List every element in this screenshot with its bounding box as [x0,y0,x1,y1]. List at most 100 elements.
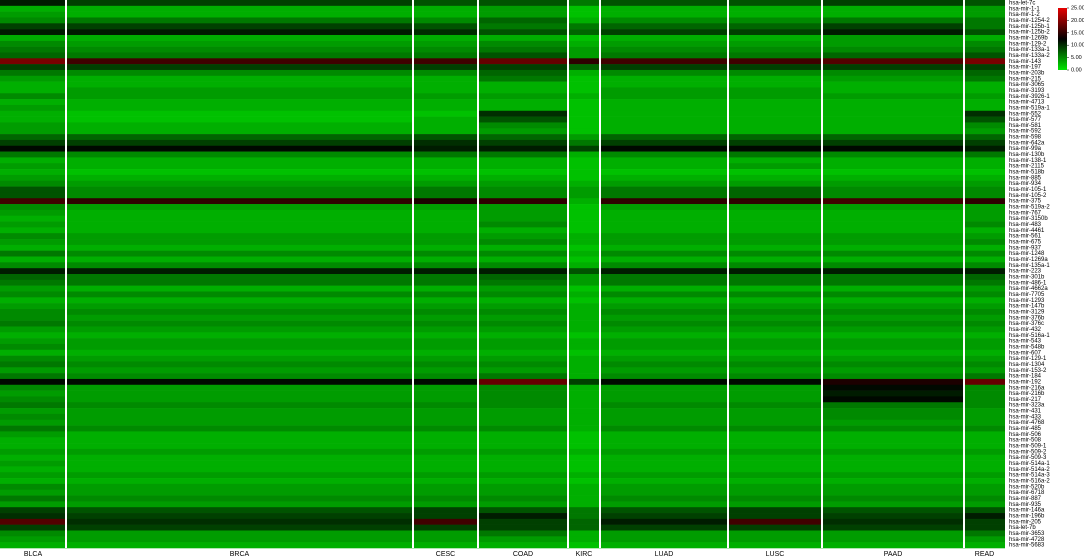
heatmap-cell [600,93,728,100]
heatmap-cell [822,93,964,100]
heatmap-cell [600,343,728,351]
y-tick-label: hsa-mir-887 [1009,496,1042,502]
heatmap-cell [0,198,66,205]
heatmap-cell [822,52,964,59]
heatmap-cell [964,332,1005,339]
heatmap-cell [600,157,728,164]
heatmap-cell [478,99,568,106]
heatmap-cell [568,268,600,275]
heatmap-cell [600,17,728,24]
heatmap-cell [66,320,413,327]
heatmap-cell [66,5,413,12]
heatmap-cell [0,58,66,65]
heatmap-cell [413,402,478,409]
heatmap-cell [822,542,964,549]
heatmap-cell [478,431,568,438]
y-tick-label: hsa-mir-215 [1009,76,1042,82]
heatmap-cell [964,227,1005,234]
heatmap-cell [728,489,822,496]
heatmap-cell [0,169,66,176]
heatmap-cell [66,81,413,88]
y-tick-label: hsa-mir-203b [1009,70,1045,76]
heatmap-cell [964,274,1005,281]
y-tick-label: hsa-mir-197 [1009,65,1042,71]
heatmap-cell [478,332,568,339]
heatmap-cell [66,390,413,397]
heatmap-cell [478,256,568,263]
heatmap-cell [568,209,600,217]
heatmap-cell [413,413,478,421]
heatmap-cell [600,332,728,339]
heatmap-cell [413,338,478,345]
y-tick-label: hsa-mir-1254-2 [1009,18,1050,24]
heatmap-cell [568,291,600,298]
heatmap-cell [822,40,964,47]
heatmap-cell [822,367,964,374]
heatmap-cell [728,268,822,275]
heatmap-cell [478,454,568,461]
heatmap-cell [568,530,600,537]
heatmap-cell [964,326,1005,333]
heatmap-cell [600,69,728,77]
heatmap-cell [413,52,478,59]
y-tick-label: hsa-mir-485 [1009,426,1042,432]
heatmap-cell [66,256,413,263]
heatmap-cell [600,174,728,182]
heatmap-cell [728,338,822,345]
heatmap-cell [822,297,964,304]
heatmap-cell [822,326,964,333]
y-tick-label: hsa-mir-375 [1009,199,1042,205]
heatmap-cell [413,87,478,94]
heatmap-cell [0,192,66,199]
heatmap-cell [728,513,822,520]
heatmap-cell [0,116,66,123]
heatmap-cell [964,215,1005,222]
heatmap-cell [600,308,728,316]
heatmap-cell [600,291,728,298]
heatmap-cell [0,239,66,246]
heatmap-cell [0,314,66,321]
heatmap-cell [66,378,413,386]
heatmap-cell [568,87,600,94]
heatmap-cell [478,303,568,310]
heatmap-cell [66,29,413,36]
heatmap-cell [0,530,66,537]
heatmap-cell [0,110,66,117]
heatmap-cell [413,233,478,240]
heatmap-cell [964,58,1005,65]
heatmap-cell [600,122,728,129]
heatmap-cell [600,326,728,333]
heatmap-cell [66,291,413,298]
heatmap-cell [413,518,478,525]
heatmap-cell [964,367,1005,374]
heatmap-cell [478,437,568,444]
heatmap-cell [568,29,600,36]
heatmap-cell [728,139,822,147]
heatmap-cell [66,104,413,112]
heatmap-cell [728,145,822,152]
heatmap-cell [822,390,964,397]
heatmap-cell [728,227,822,234]
heatmap-cell [568,501,600,508]
heatmap-cell [478,110,568,117]
heatmap-cell [822,151,964,158]
heatmap-cell [600,204,728,211]
heatmap-cell [728,221,822,228]
heatmap-cell [66,402,413,409]
colorbar-tick-label: 10.00 [1071,43,1084,49]
heatmap-cell [568,227,600,234]
y-tick-label: hsa-mir-4768 [1009,420,1045,426]
heatmap-cell [568,122,600,129]
heatmap-cell [600,501,728,508]
colorbar [1058,8,1067,70]
heatmap-cell [728,472,822,479]
heatmap-cell [822,128,964,135]
heatmap-cell [413,64,478,71]
heatmap-cell [728,64,822,71]
heatmap-cell [822,163,964,170]
heatmap-cell [66,274,413,281]
heatmap-cell [478,134,568,141]
heatmap-cell [413,489,478,496]
heatmap-cell [0,268,66,275]
heatmap-cell [478,186,568,193]
